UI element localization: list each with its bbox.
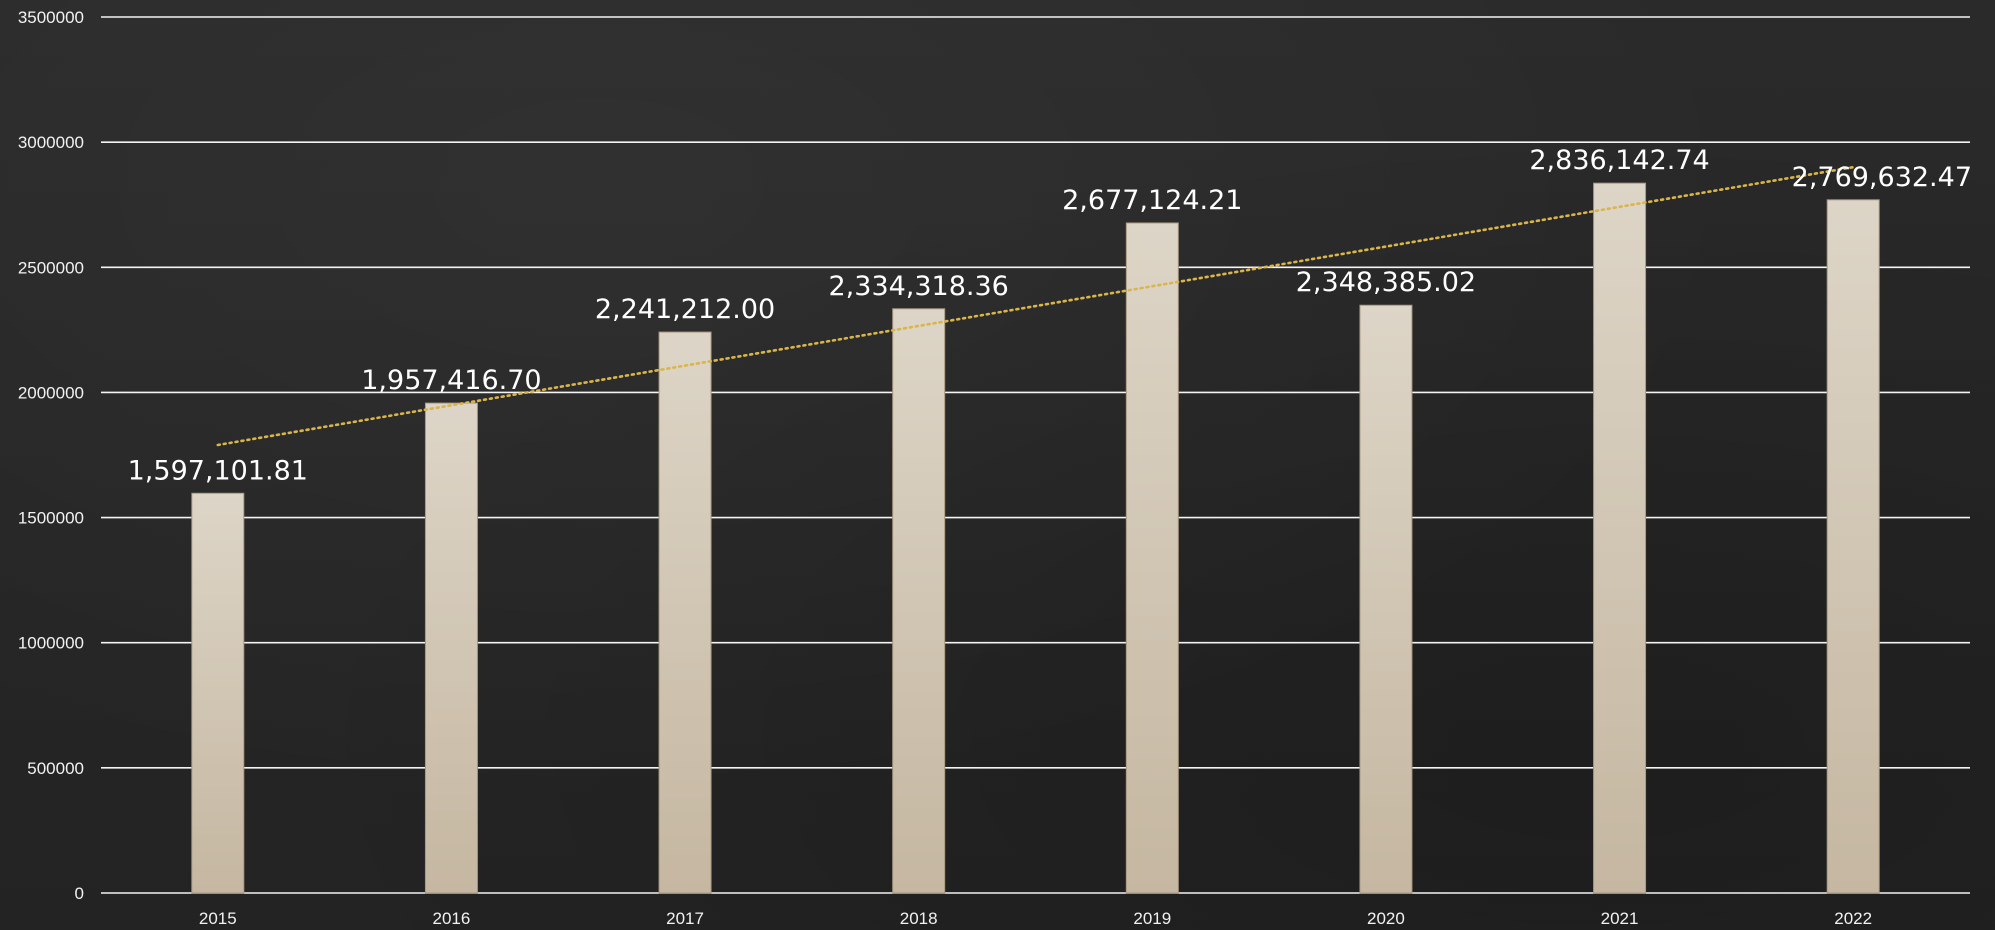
y-tick-label: 500000 [27, 759, 84, 778]
x-tick-label: 2015 [199, 909, 237, 928]
y-tick-label: 2000000 [18, 383, 84, 402]
gridlines [101, 16, 1970, 894]
trendline-group [216, 165, 1855, 447]
data-label: 1,957,416.70 [361, 365, 541, 396]
data-label: 2,677,124.21 [1062, 185, 1242, 216]
bar [1593, 182, 1647, 894]
x-tick-label: 2018 [900, 909, 938, 928]
data-label: 2,836,142.74 [1529, 145, 1709, 176]
y-tick-label: 2500000 [18, 258, 84, 277]
x-tick-label: 2017 [666, 909, 704, 928]
trendline [216, 165, 1855, 447]
data-label: 2,769,632.47 [1792, 162, 1972, 193]
x-tick-label: 2019 [1133, 909, 1171, 928]
bars [191, 182, 1880, 894]
x-tick-label: 2022 [1834, 909, 1872, 928]
y-tick-label: 0 [75, 884, 84, 903]
data-label: 1,597,101.81 [128, 455, 308, 486]
y-tick-label: 3500000 [18, 8, 84, 27]
y-tick-label: 3000000 [18, 133, 84, 152]
bar [1359, 304, 1413, 894]
y-tick-label: 1000000 [18, 634, 84, 653]
bar [1826, 199, 1880, 894]
x-tick-label: 2020 [1367, 909, 1405, 928]
y-tick-label: 1500000 [18, 509, 84, 528]
bar [892, 308, 946, 894]
bar [1125, 222, 1179, 894]
bar [658, 331, 712, 894]
data-label: 2,348,385.02 [1296, 267, 1476, 298]
data-label: 2,241,212.00 [595, 294, 775, 325]
x-tick-label: 2016 [433, 909, 471, 928]
bar [424, 402, 478, 894]
x-tick-label: 2021 [1601, 909, 1639, 928]
data-label: 2,334,318.36 [829, 271, 1009, 302]
x-axis-tick-labels: 2015 2016 2017 2018 2019 2020 2021 2022 [199, 909, 1872, 928]
bar [191, 492, 245, 894]
y-axis-tick-labels: 0 500000 1000000 1500000 2000000 2500000 30000… [18, 8, 84, 903]
data-labels: 1,597,101.81 1,957,416.70 2,241,212.00 2,33… [128, 145, 1972, 486]
